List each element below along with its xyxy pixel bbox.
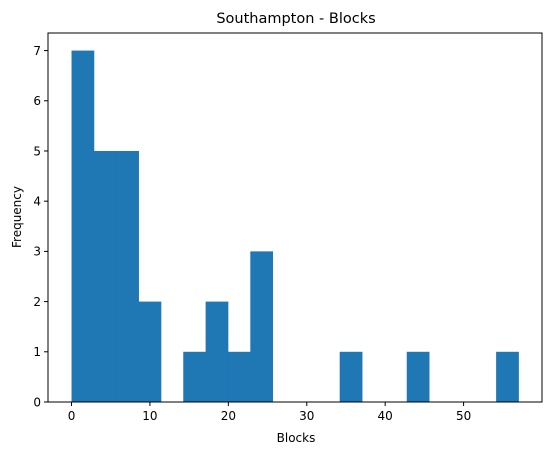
x-tick-label: 30 — [299, 409, 314, 423]
x-axis-label: Blocks — [277, 431, 316, 445]
x-tick-label: 50 — [456, 409, 471, 423]
histogram-bar — [205, 301, 229, 402]
histogram-bar — [250, 251, 274, 402]
histogram-bar — [227, 351, 251, 402]
y-tick-label: 3 — [33, 245, 41, 259]
y-tick-label: 6 — [33, 94, 41, 108]
x-tick-label: 20 — [221, 409, 236, 423]
histogram-bar — [339, 351, 363, 402]
x-axis-ticks: 0 10 20 30 40 50 — [68, 402, 471, 423]
histogram-bar — [406, 351, 430, 402]
y-axis-label: Frequency — [10, 186, 24, 248]
bars-group — [71, 50, 519, 402]
x-tick-label: 0 — [68, 409, 76, 423]
y-tick-label: 7 — [33, 44, 41, 58]
histogram-bar — [496, 351, 519, 402]
x-tick-label: 10 — [142, 409, 157, 423]
y-tick-label: 2 — [33, 295, 41, 309]
chart-title: Southampton - Blocks — [216, 11, 375, 27]
plot-frame — [47, 32, 543, 403]
histogram-bar — [116, 150, 139, 402]
histogram-bar — [138, 301, 162, 402]
y-tick-label: 4 — [33, 194, 41, 208]
histogram-bar — [71, 50, 95, 402]
y-tick-label: 0 — [33, 395, 41, 409]
histogram-bar — [93, 150, 117, 402]
y-tick-label: 1 — [33, 345, 41, 359]
y-axis-ticks: 0 1 2 3 4 5 6 7 — [33, 44, 48, 409]
histogram-bar — [183, 351, 207, 402]
y-tick-label: 5 — [33, 144, 41, 158]
x-tick-label: 40 — [378, 409, 393, 423]
